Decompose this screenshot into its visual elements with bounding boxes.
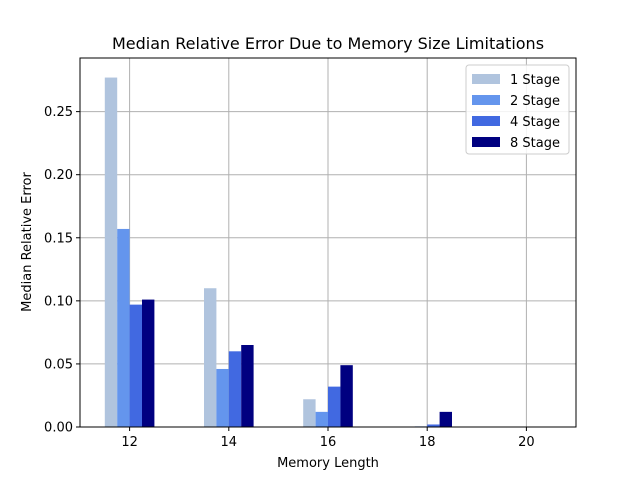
legend-swatch bbox=[472, 137, 500, 147]
x-tick-label: 18 bbox=[419, 435, 436, 450]
y-axis-label: Median Relative Error bbox=[20, 172, 35, 312]
bars bbox=[104, 77, 452, 428]
ticks: 0.00 0.05 0.10 0.15 0.20 0.25 12 14 16 18 20 bbox=[44, 105, 535, 450]
bar-8-stage-14 bbox=[241, 345, 254, 427]
y-tick-label: 0.05 bbox=[44, 357, 73, 372]
bar-2-stage-14 bbox=[216, 368, 229, 427]
y-tick-label: 0.15 bbox=[44, 231, 73, 246]
chart-title: Median Relative Error Due to Memory Size… bbox=[112, 34, 544, 53]
legend-label: 8 Stage bbox=[510, 136, 560, 151]
bar-2-stage-16 bbox=[315, 411, 328, 427]
y-tick-label: 0.00 bbox=[44, 421, 73, 436]
bar-1-stage-14 bbox=[204, 288, 217, 427]
legend-swatch bbox=[472, 74, 500, 84]
bar-4-stage-12 bbox=[129, 304, 142, 427]
bar-1-stage-12 bbox=[104, 77, 118, 428]
bar-8-stage-18 bbox=[439, 411, 452, 427]
bar-2-stage-12 bbox=[117, 228, 130, 427]
x-tick-label: 14 bbox=[221, 435, 238, 450]
legend-swatch bbox=[472, 116, 500, 126]
bar-4-stage-16 bbox=[328, 386, 341, 427]
legend-box bbox=[465, 64, 570, 155]
x-tick-label: 12 bbox=[121, 435, 138, 450]
bar-8-stage-16 bbox=[340, 365, 353, 427]
legend: 1 Stage 2 Stage 4 Stage 8 Stage bbox=[465, 64, 570, 155]
bar-1-stage-16 bbox=[303, 399, 316, 427]
legend-swatch bbox=[472, 95, 500, 105]
legend-label: 1 Stage bbox=[510, 73, 560, 88]
legend-label: 2 Stage bbox=[510, 94, 560, 109]
x-tick-label: 20 bbox=[518, 435, 535, 450]
bar-8-stage-12 bbox=[142, 299, 155, 427]
bar-4-stage-14 bbox=[228, 351, 242, 427]
x-tick-label: 16 bbox=[320, 435, 337, 450]
y-tick-label: 0.10 bbox=[44, 294, 73, 309]
y-tick-label: 0.25 bbox=[44, 105, 73, 120]
y-tick-label: 0.20 bbox=[44, 168, 73, 183]
x-axis-label: Memory Length bbox=[277, 456, 379, 471]
legend-label: 4 Stage bbox=[510, 115, 560, 130]
bar-4-stage-18 bbox=[427, 424, 440, 427]
